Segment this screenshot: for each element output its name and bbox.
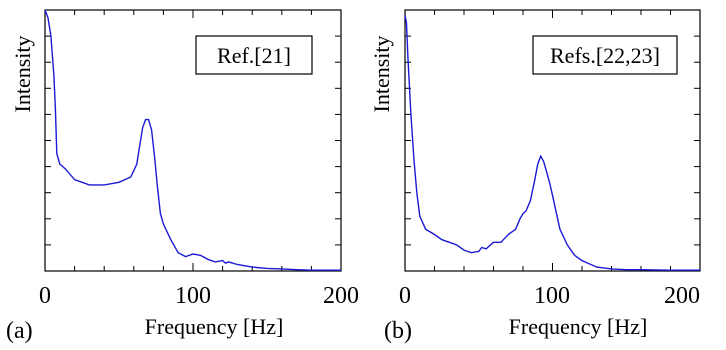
legend-box: Ref.[21] [195, 35, 313, 75]
panel-b: Intensity Refs.[22,23] 0 100 200 Frequen… [369, 9, 701, 344]
x-tick-label-0: 0 [399, 283, 411, 309]
panel-label-a: (a) [6, 318, 33, 344]
x-axis-label: Frequency [Hz] [145, 314, 284, 339]
y-axis-label: Intensity [10, 36, 35, 113]
panel-label-b: (b) [384, 318, 412, 344]
legend-box: Refs.[22,23] [532, 35, 678, 75]
x-tick-label-100: 100 [175, 283, 211, 309]
x-tick-label-100: 100 [534, 283, 570, 309]
tick-marks [44, 9, 342, 272]
y-axis-label: Intensity [369, 36, 394, 113]
intensity-line [404, 15, 700, 271]
x-axis-label: Frequency [Hz] [509, 314, 648, 339]
legend-label: Ref.[21] [217, 43, 291, 68]
x-tick-label-200: 200 [323, 283, 359, 309]
legend-label: Refs.[22,23] [550, 43, 660, 68]
x-tick-label-0: 0 [39, 283, 51, 309]
intensity-line [44, 9, 341, 271]
x-tick-label-200: 200 [664, 283, 700, 309]
panel-a: Intensity Ref.[21] 0 100 200 Frequency [… [6, 9, 359, 344]
